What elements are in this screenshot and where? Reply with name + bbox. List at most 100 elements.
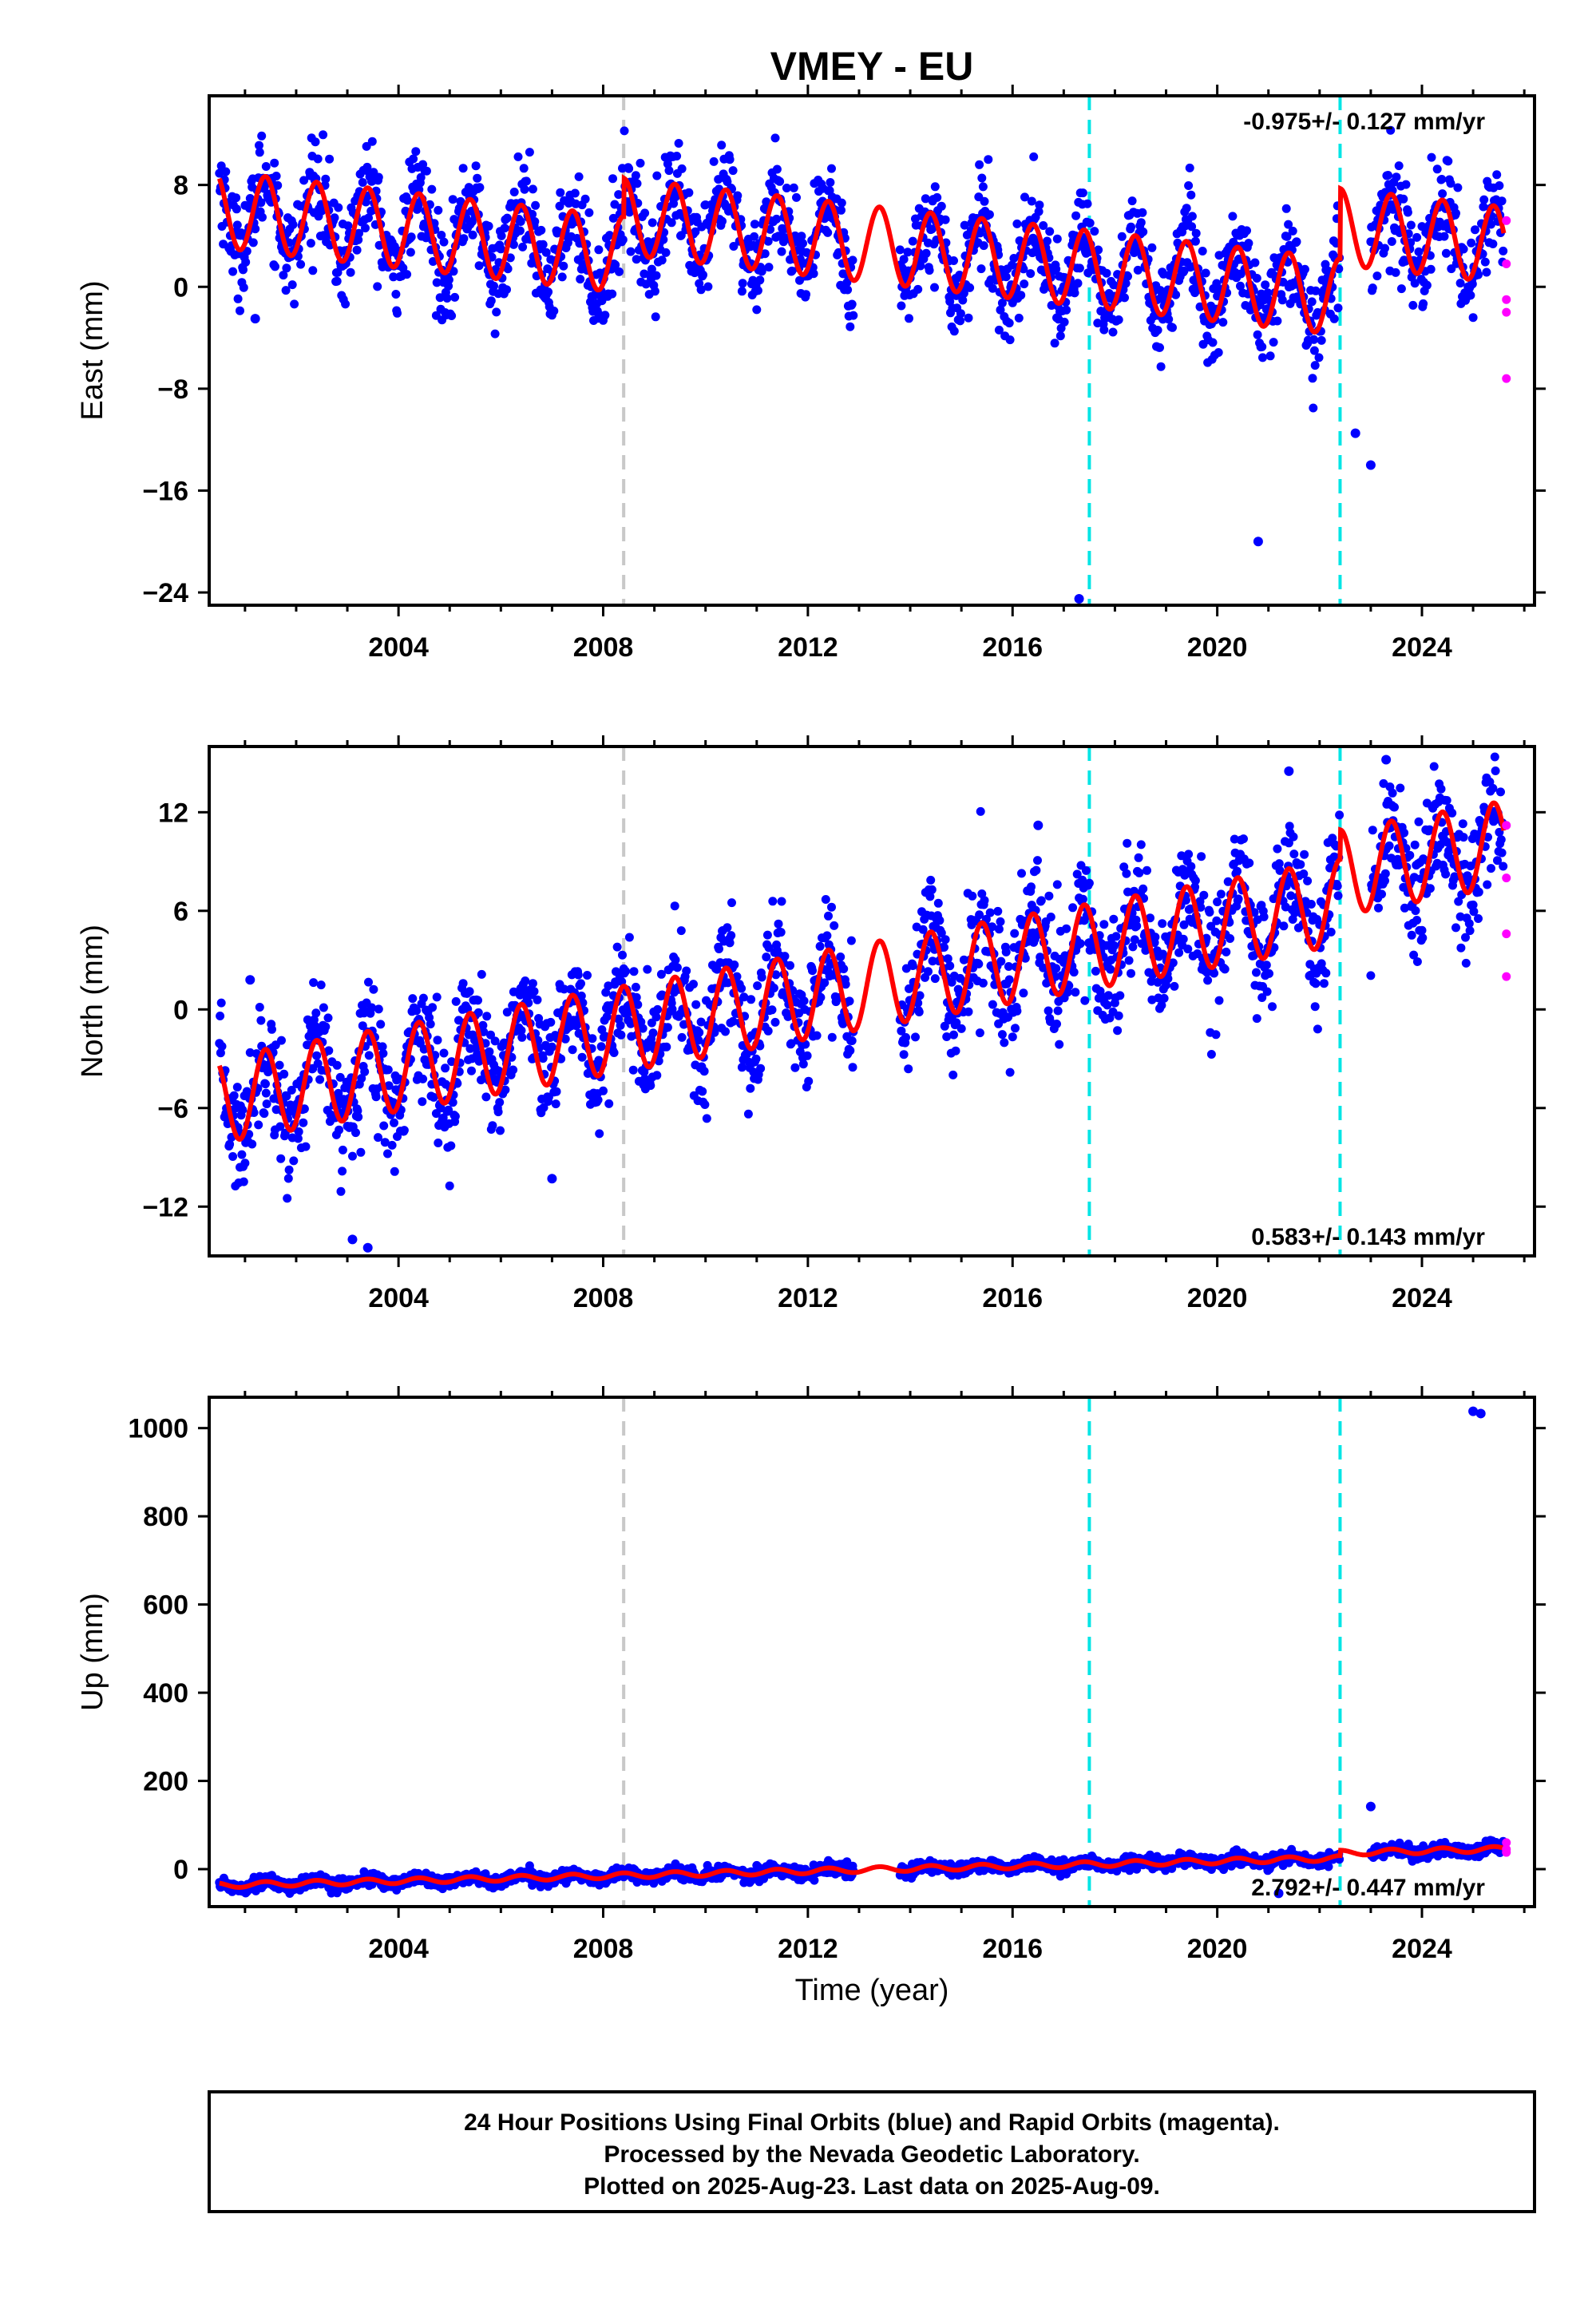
north-data-point (994, 925, 1004, 934)
east-data-point (728, 166, 738, 176)
north-data-point (446, 1141, 456, 1151)
north-data-point (279, 1069, 289, 1079)
north-data-point (1072, 869, 1082, 879)
north-data-point (1010, 929, 1020, 938)
east-data-point (1459, 244, 1468, 254)
north-data-point (371, 1092, 381, 1102)
north-data-point (1441, 869, 1451, 879)
north-data-point (846, 1046, 855, 1056)
north-data-point (1388, 788, 1397, 798)
east-data-point (1311, 286, 1321, 295)
north-data-point (609, 1048, 619, 1057)
north-data-point (1075, 939, 1085, 949)
east-data-point (809, 269, 818, 279)
north-data-point (517, 1026, 526, 1036)
east-data-point (913, 284, 923, 294)
east-data-point (332, 276, 342, 286)
north-data-point (1170, 981, 1179, 991)
north-data-point (1333, 891, 1343, 901)
north-data-point (631, 982, 640, 992)
east-data-point (1257, 342, 1267, 351)
east-data-point (1466, 291, 1475, 300)
north-data-point (1411, 906, 1420, 916)
north-data-point (583, 971, 592, 980)
north-data-point (284, 1165, 294, 1174)
east-data-point (997, 299, 1007, 307)
north-data-point (261, 1079, 270, 1089)
east-data-point (1482, 267, 1491, 277)
north-data-point (646, 1081, 655, 1091)
east-data-point (308, 266, 318, 275)
east-data-point (930, 182, 940, 192)
north-data-point (577, 1052, 587, 1062)
north-data-point (677, 1032, 687, 1042)
north-data-point (848, 1063, 857, 1072)
east-data-point (921, 194, 930, 204)
east-data-point (1269, 338, 1278, 347)
east-data-point (321, 174, 331, 184)
north-data-point (1490, 752, 1499, 762)
north-data-point (925, 892, 935, 901)
east-data-point (647, 264, 656, 274)
east-rapid-orbit-point (1502, 259, 1511, 269)
east-frame (208, 94, 1536, 607)
east-data-point (959, 288, 968, 298)
east-data-point (648, 218, 657, 228)
north-data-point (390, 1118, 398, 1127)
east-data-point (1492, 170, 1502, 180)
east-data-point (1438, 189, 1447, 199)
east-data-point (696, 285, 706, 295)
east-data-point (521, 176, 531, 186)
east-data-point (513, 152, 523, 161)
east-data-point (1083, 199, 1092, 208)
east-data-point (1078, 188, 1087, 198)
east-data-point (1444, 156, 1453, 166)
east-data-point (456, 196, 465, 206)
east-data-point (1117, 232, 1127, 241)
north-data-point (904, 1064, 913, 1074)
north-data-point (1296, 860, 1305, 869)
north-data-point (1262, 987, 1272, 996)
north-data-point (485, 1047, 494, 1056)
north-data-point (1214, 996, 1224, 1005)
north-data-point (428, 1003, 438, 1012)
north-data-point (1245, 858, 1254, 868)
east-data-point (1138, 208, 1147, 217)
north-data-point (1417, 925, 1427, 935)
east-data-point (427, 184, 437, 194)
north-data-point (1414, 817, 1424, 826)
north-data-point (732, 972, 742, 981)
east-data-point (1108, 327, 1118, 337)
east-data-point (1317, 335, 1326, 345)
east-data-point (449, 267, 458, 276)
east-data-point (1029, 152, 1039, 161)
east-y-tick-label: 8 (173, 171, 188, 201)
east-data-point (1070, 288, 1079, 298)
north-data-point (753, 981, 762, 991)
up-final-orbit-points (215, 1406, 1508, 1899)
east-data-point (1419, 299, 1428, 308)
east-data-point (1307, 297, 1317, 307)
north-data-point (1493, 856, 1502, 865)
north-data-point (777, 897, 786, 906)
north-data-point (1275, 865, 1285, 875)
east-data-point (980, 196, 989, 206)
north-outlier-point (547, 1174, 557, 1184)
north-data-point (1461, 958, 1471, 968)
north-data-point (299, 1104, 309, 1114)
east-rapid-orbit-point (1502, 374, 1511, 383)
east-y-tick-label: −16 (142, 476, 188, 506)
north-data-point (216, 998, 226, 1008)
north-data-point (632, 992, 641, 1002)
north-data-point (618, 950, 627, 960)
north-outlier-point (1381, 755, 1392, 765)
north-data-point (228, 1152, 238, 1161)
north-data-point (624, 933, 634, 942)
north-data-point (1111, 932, 1121, 941)
east-data-point (1499, 246, 1508, 255)
east-data-point (236, 306, 244, 315)
east-data-point (281, 286, 291, 295)
north-data-point (1127, 968, 1135, 978)
east-data-point (802, 290, 810, 299)
east-data-point (255, 141, 263, 150)
